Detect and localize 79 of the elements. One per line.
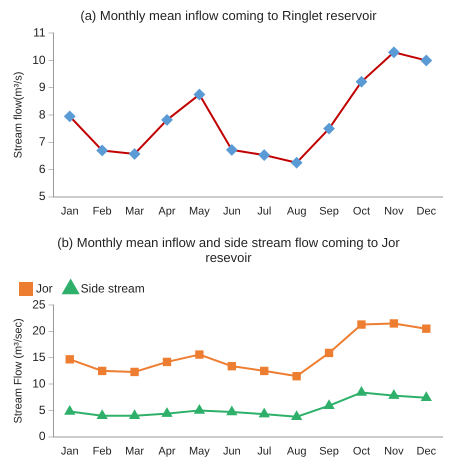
x-tick-label: Dec bbox=[416, 205, 437, 218]
x-tick-label: May bbox=[189, 205, 210, 218]
point bbox=[388, 390, 399, 399]
y-tick-label: 10 bbox=[32, 376, 46, 390]
y-tick-label: 20 bbox=[32, 324, 46, 338]
x-tick-label: May bbox=[189, 445, 210, 458]
x-tick-label: Mar bbox=[125, 205, 144, 218]
x-tick-label: Aug bbox=[286, 205, 306, 218]
point bbox=[421, 392, 432, 402]
point bbox=[226, 406, 237, 416]
point bbox=[356, 76, 367, 88]
x-tick-label: Aug bbox=[286, 445, 306, 458]
point bbox=[422, 324, 430, 333]
x-tick-label: Mar bbox=[125, 445, 144, 458]
point bbox=[357, 320, 366, 329]
y-tick-label: 5 bbox=[38, 189, 46, 204]
point bbox=[129, 148, 140, 160]
point bbox=[390, 319, 398, 328]
y-tick-label: 8 bbox=[38, 107, 46, 122]
point bbox=[64, 406, 75, 415]
x-tick-label: Nov bbox=[384, 205, 404, 218]
point bbox=[388, 46, 400, 58]
x-tick-label: Jun bbox=[222, 445, 241, 458]
x-tick-label: Jan bbox=[60, 205, 79, 218]
point bbox=[292, 372, 301, 380]
point bbox=[324, 400, 334, 409]
x-tick-label: Dec bbox=[416, 445, 437, 458]
x-tick-label: Apr bbox=[158, 205, 176, 218]
x-tick-label: Feb bbox=[92, 205, 112, 218]
point bbox=[194, 404, 204, 414]
point bbox=[420, 54, 432, 66]
x-tick-label: Apr bbox=[158, 445, 176, 458]
y-axis-title: Stream Flow (m³/sec) bbox=[12, 318, 25, 424]
point bbox=[258, 150, 270, 161]
point bbox=[162, 408, 172, 417]
point bbox=[130, 410, 140, 419]
point bbox=[130, 368, 139, 376]
legend-label: Side stream bbox=[80, 281, 145, 296]
point bbox=[292, 411, 302, 420]
point bbox=[324, 123, 335, 134]
x-tick-label: Feb bbox=[92, 445, 112, 458]
y-tick-label: 25 bbox=[32, 297, 46, 312]
x-tick-label: Sep bbox=[319, 205, 339, 218]
x-tick-label: Jan bbox=[60, 445, 79, 458]
point bbox=[98, 366, 106, 376]
chart-title: (a) Monthly mean inflow coming to Ringlet reservoir bbox=[79, 8, 378, 23]
point bbox=[162, 358, 172, 366]
point bbox=[260, 366, 268, 376]
point bbox=[324, 348, 334, 358]
y-tick-label: 0 bbox=[38, 429, 46, 444]
x-tick-label: Jun bbox=[222, 205, 241, 218]
y-tick-label: 15 bbox=[32, 350, 46, 364]
point bbox=[96, 144, 108, 156]
y-axis-title: Stream flow(m³/s) bbox=[12, 72, 25, 158]
x-tick-label: Sep bbox=[319, 445, 339, 458]
point bbox=[291, 157, 302, 168]
point bbox=[226, 144, 238, 156]
y-tick-label: 9 bbox=[38, 80, 46, 94]
point bbox=[195, 350, 204, 359]
x-tick-label: Oct bbox=[352, 205, 370, 218]
chart-title: (b) Monthly mean inflow and side stream flow coming to Jor resevoir bbox=[56, 235, 401, 265]
point bbox=[66, 355, 74, 364]
point bbox=[356, 387, 366, 396]
x-tick-label: Jul bbox=[257, 205, 272, 218]
x-tick-label: Jul bbox=[257, 445, 272, 458]
y-tick-label: 6 bbox=[38, 162, 46, 176]
y-tick-label: 10 bbox=[32, 52, 46, 67]
point bbox=[64, 110, 76, 122]
x-tick-label: Oct bbox=[352, 445, 370, 458]
y-tick-label: 7 bbox=[38, 134, 46, 149]
point bbox=[259, 408, 270, 418]
x-tick-label: Nov bbox=[384, 445, 404, 458]
point bbox=[161, 114, 172, 126]
legend-label: Jor bbox=[36, 281, 53, 296]
point bbox=[97, 410, 108, 419]
point bbox=[228, 362, 236, 370]
y-tick-label: 11 bbox=[33, 26, 46, 40]
y-tick-label: 5 bbox=[38, 402, 46, 417]
point bbox=[194, 89, 205, 100]
